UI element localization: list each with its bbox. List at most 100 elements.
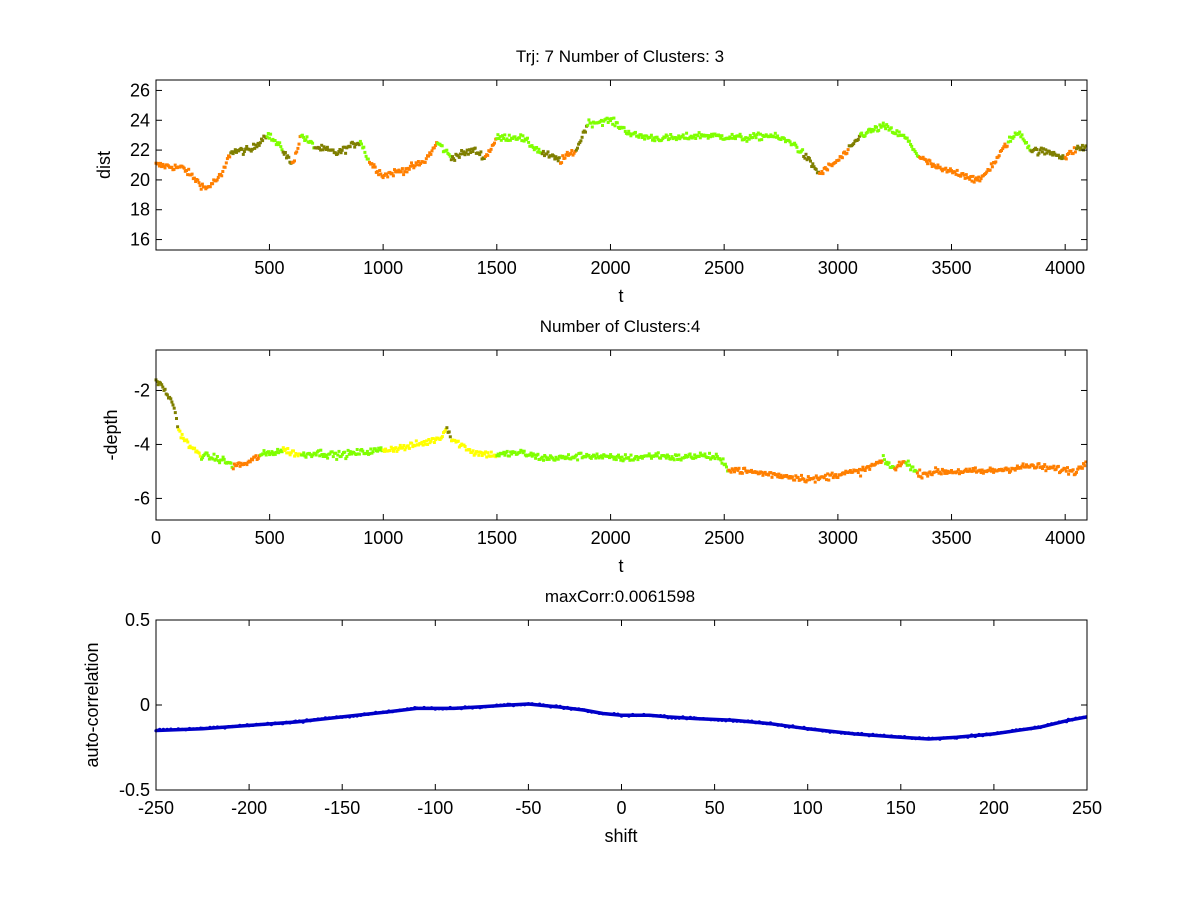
panel-depth-point <box>933 470 936 474</box>
panel-depth-point <box>869 464 873 468</box>
panel-distance-point <box>730 132 734 136</box>
panel-depth-point <box>368 452 372 456</box>
panel-distance-y-tick-label: 26 <box>130 80 150 100</box>
panel-depth-point <box>390 447 394 451</box>
panel-distance-point <box>739 135 743 139</box>
panel-depth-point <box>1044 469 1048 473</box>
panel-distance-point <box>508 138 512 142</box>
panel-depth-point <box>248 460 252 464</box>
panel-distance-point <box>232 150 236 154</box>
panel-autocorrelation-series-point <box>452 706 456 711</box>
panel-autocorrelation-series-point <box>716 718 720 722</box>
panel-autocorrelation-series-point <box>601 712 605 716</box>
panel-depth-point <box>563 457 567 461</box>
panel-depth-point <box>364 451 368 455</box>
panel-distance-point <box>253 146 257 150</box>
panel-autocorrelation-series-point <box>538 702 542 706</box>
panel-distance-point <box>470 147 474 151</box>
panel-distance-point <box>963 176 967 180</box>
panel-distance-point <box>424 157 428 161</box>
panel-distance-point <box>400 167 404 171</box>
panel-autocorrelation-series-point <box>1050 722 1054 726</box>
panel-depth-point <box>640 456 644 460</box>
panel-depth-point <box>163 387 167 391</box>
panel-depth-point <box>831 476 835 480</box>
panel-depth-point <box>623 453 627 457</box>
panel-depth-point <box>697 455 701 458</box>
panel-autocorrelation-series-point <box>288 721 292 725</box>
panel-depth-point <box>892 465 896 469</box>
panel-depth-point <box>988 466 992 470</box>
panel-depth-point <box>304 455 308 459</box>
panel-autocorrelation-series-point <box>398 708 402 712</box>
panel-distance-point <box>278 141 282 145</box>
panel-distance-point <box>368 160 371 164</box>
panel-distance-point <box>801 148 805 152</box>
panel-distance-point <box>590 125 594 129</box>
panel-depth-point <box>950 469 953 472</box>
panel-depth-x-tick-label: 3500 <box>932 528 972 548</box>
panel-distance-point <box>1071 152 1075 156</box>
panel-distance-point <box>852 142 856 146</box>
panel-autocorrelation-series-point <box>402 708 406 712</box>
panel-distance-point <box>860 131 864 135</box>
panel-autocorrelation-x-tick-label: 250 <box>1072 798 1102 818</box>
panel-depth-point <box>344 457 348 461</box>
panel-distance-point <box>565 150 569 154</box>
panel-depth-point <box>1028 465 1032 469</box>
panel-autocorrelation-series-point <box>426 706 430 710</box>
panel-depth-point <box>540 455 544 459</box>
panel-autocorrelation-series-point <box>359 713 363 718</box>
panel-depth-point <box>725 465 728 469</box>
panel-distance-point <box>684 136 687 140</box>
panel-distance-point <box>1009 139 1013 143</box>
panel-depth-point <box>761 473 765 477</box>
panel-depth-x-tick-label: 1000 <box>363 528 403 548</box>
panel-distance-point <box>641 134 645 138</box>
panel-distance-point <box>718 134 722 138</box>
panel-distance-point <box>540 152 544 156</box>
panel-autocorrelation-series-point <box>835 730 840 734</box>
panel-depth-point <box>611 455 615 459</box>
panel-depth-point <box>518 450 522 454</box>
panel-distance-point <box>895 129 899 133</box>
panel-depth-point <box>296 454 300 458</box>
panel-depth-point <box>755 470 759 474</box>
panel-distance-x-tick-label: 2500 <box>704 258 744 278</box>
panel-depth-point <box>493 453 497 457</box>
panel-autocorrelation-series-point <box>161 727 165 732</box>
panel-depth-point <box>584 455 588 459</box>
panel-distance-point <box>231 152 235 156</box>
panel-depth-point <box>1073 472 1077 476</box>
panel-distance-point <box>448 154 452 158</box>
panel-distance-point <box>275 141 279 145</box>
panel-autocorrelation-series-point <box>1066 717 1070 722</box>
panel-distance-point <box>156 161 160 165</box>
panel-distance-point <box>252 142 255 146</box>
panel-depth-point <box>676 458 680 461</box>
panel-depth-point <box>510 452 514 456</box>
panel-autocorrelation-series-point <box>996 731 1000 735</box>
panel-depth-point <box>567 453 570 457</box>
panel-depth-point <box>706 456 710 459</box>
panel-autocorrelation-series-point <box>1003 730 1007 735</box>
panel-depth-point <box>211 457 215 461</box>
panel-autocorrelation-series-point <box>852 732 856 736</box>
panel-distance-point <box>751 136 755 139</box>
panel-depth-point <box>371 450 375 454</box>
panel-distance-point <box>403 170 407 174</box>
panel-autocorrelation-series-point <box>616 712 620 716</box>
panel-distance-point <box>959 174 963 178</box>
panel-distance-point <box>744 136 748 140</box>
panel-distance-point <box>795 145 799 149</box>
panel-depth-point <box>201 456 205 460</box>
panel-distance-point <box>1045 151 1049 155</box>
panel-autocorrelation-series-point <box>562 706 566 711</box>
panel-depth-point <box>532 453 536 457</box>
panel-distance-point <box>366 157 370 161</box>
panel-depth-point <box>619 458 623 462</box>
panel-distance-point <box>396 170 400 174</box>
panel-distance-point <box>569 151 573 155</box>
panel-distance-point <box>185 169 188 172</box>
panel-distance-point <box>258 141 262 145</box>
